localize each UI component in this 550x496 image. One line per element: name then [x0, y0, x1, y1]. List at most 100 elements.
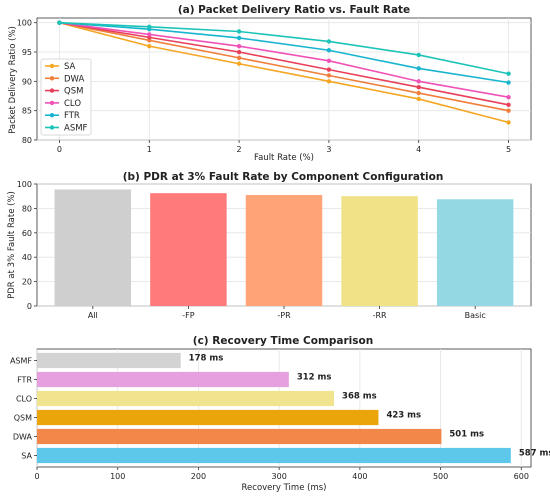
chart-b-xtick-label: All — [88, 311, 98, 320]
chart-c-data-label: 312 ms — [297, 373, 332, 383]
chart-a-point-asmf — [326, 39, 332, 44]
chart-a-point-clo — [147, 32, 152, 37]
chart-b-xtick-label: Basic — [465, 311, 486, 320]
chart-a-point-ftr — [416, 66, 421, 71]
chart-b-bar-1 — [150, 193, 227, 306]
chart-b-bar-2 — [245, 194, 323, 306]
chart-a-series-line-dwa — [59, 21, 509, 112]
chart-a-point-dwa — [326, 73, 332, 78]
chart-b-pdr-by-configuration: (b) PDR at 3% Fault Rate by Component Co… — [7, 171, 532, 320]
chart-c-bar-clo — [37, 390, 335, 407]
chart-a-series-line-qsm — [59, 21, 509, 106]
chart-a-series-line-clo — [59, 21, 509, 98]
chart-a-point-qsm — [416, 85, 421, 90]
chart-a-point-sa — [416, 96, 421, 102]
chart-c-ytick-label: QSM — [14, 414, 32, 423]
chart-c-ytick-label: DWA — [13, 433, 33, 442]
chart-c-data-label: 368 ms — [342, 392, 377, 402]
chart-a-point-sa — [236, 61, 242, 66]
chart-a-xlabel: Fault Rate (%) — [254, 153, 314, 163]
chart-a-point-sa — [326, 79, 332, 84]
chart-a-point-dwa — [236, 55, 242, 61]
chart-c-xlabel: Recovery Time (ms) — [242, 483, 327, 493]
chart-c-bar-dwa — [37, 428, 442, 445]
chart-a-legend-label: FTR — [64, 111, 80, 121]
chart-c-ytick-label: FTR — [17, 376, 32, 385]
chart-a-point-sa — [506, 120, 511, 125]
chart-a-point-asmf — [147, 24, 152, 29]
chart-a-legend: SA DWA QSM CLO FTR ASMF — [40, 58, 92, 136]
chart-a-pdr-vs-fault-rate: (a) Packet Delivery Ratio vs. Fault Rate… — [8, 4, 532, 163]
chart-a-ytick-label: 80 — [22, 136, 32, 145]
chart-c-xtick-label: 300 — [272, 472, 287, 481]
chart-a-legend-label: CLO — [64, 99, 81, 109]
chart-b-ytick-label: 40 — [22, 253, 32, 262]
chart-a-point-qsm — [236, 49, 242, 55]
chart-a-point-ftr — [506, 80, 511, 85]
chart-c-bar-sa — [37, 447, 511, 464]
chart-a-ytick-label: 90 — [22, 77, 32, 86]
chart-a-xtick-label: 4 — [416, 145, 421, 154]
chart-c-bar-asmf — [37, 352, 181, 369]
chart-c-xtick-label: 100 — [110, 472, 125, 481]
chart-a-legend-label: QSM — [64, 87, 83, 97]
chart-a-ytick-label: 95 — [22, 48, 32, 57]
chart-c-data-label: 423 ms — [386, 411, 421, 421]
chart-a-point-ftr — [236, 35, 242, 41]
chart-b-bar-3 — [341, 196, 418, 306]
chart-a-point-qsm — [506, 102, 511, 108]
chart-a-ytick-label: 100 — [17, 19, 32, 28]
chart-b-ytick-label: 60 — [22, 229, 32, 238]
chart-a-xtick-label: 0 — [57, 145, 62, 154]
chart-a-legend-marker — [49, 125, 55, 130]
chart-a-legend-label: ASMF — [64, 124, 88, 134]
chart-b-bar-0 — [54, 189, 132, 306]
chart-a-legend-label: SA — [64, 62, 76, 72]
chart-a-xtick-label: 5 — [506, 145, 511, 154]
chart-a-ytick-label: 85 — [22, 107, 32, 116]
chart-a-point-ftr — [326, 48, 332, 53]
chart-a-series-line-sa — [59, 21, 509, 124]
chart-b-ylabel: PDR at 3% Fault Rate (%) — [7, 191, 17, 299]
chart-c-bar-ftr — [37, 371, 289, 388]
chart-a-point-dwa — [506, 108, 511, 113]
chart-c-ytick-label: SA — [21, 452, 32, 461]
chart-a-point-clo — [506, 94, 511, 100]
chart-c-xtick-label: 400 — [352, 472, 367, 481]
chart-a-point-asmf — [506, 71, 511, 76]
chart-a-series-line-asmf — [59, 21, 509, 75]
chart-a-legend-marker — [49, 113, 55, 118]
chart-c-ytick-label: ASMF — [10, 357, 32, 366]
chart-b-ytick-label: 0 — [27, 302, 32, 311]
chart-a-xtick-label: 3 — [326, 145, 331, 154]
chart-a-point-clo — [236, 43, 242, 49]
chart-c-plot-area — [36, 348, 532, 468]
chart-a-point-dwa — [416, 90, 421, 96]
chart-c-bar-qsm — [37, 409, 379, 426]
chart-a-point-asmf — [57, 20, 62, 25]
chart-a-point-asmf — [416, 52, 421, 58]
chart-b-xtick-label: -FP — [182, 311, 194, 320]
chart-a-legend-marker — [49, 63, 55, 69]
chart-a-ylabel: Packet Delivery Ratio (%) — [8, 26, 18, 134]
chart-a-point-clo — [416, 79, 421, 84]
chart-b-xtick-label: -PR — [277, 311, 291, 320]
chart-a-xtick-label: 1 — [147, 145, 152, 154]
chart-a-legend-marker — [49, 100, 55, 106]
chart-b-xtick-label: -RR — [373, 311, 387, 320]
chart-a-series-line-ftr — [59, 21, 509, 84]
chart-a-point-qsm — [326, 67, 332, 72]
chart-c-recovery-time: (c) Recovery Time Comparison 0 100 200 300 4… — [10, 335, 550, 493]
chart-a-legend-label: DWA — [64, 74, 84, 84]
chart-c-data-label: 501 ms — [449, 430, 484, 440]
chart-b-ytick-label: 80 — [22, 204, 32, 213]
chart-a-point-clo — [326, 58, 332, 64]
chart-a-legend-marker — [49, 76, 55, 81]
chart-a-legend-marker — [49, 88, 55, 93]
chart-c-xtick-label: 600 — [514, 472, 529, 481]
chart-c-data-label: 178 ms — [189, 354, 224, 364]
chart-b-ytick-label: 20 — [22, 278, 32, 287]
chart-b-ytick-label: 100 — [17, 180, 32, 189]
chart-c-xtick-label: 200 — [191, 472, 206, 481]
